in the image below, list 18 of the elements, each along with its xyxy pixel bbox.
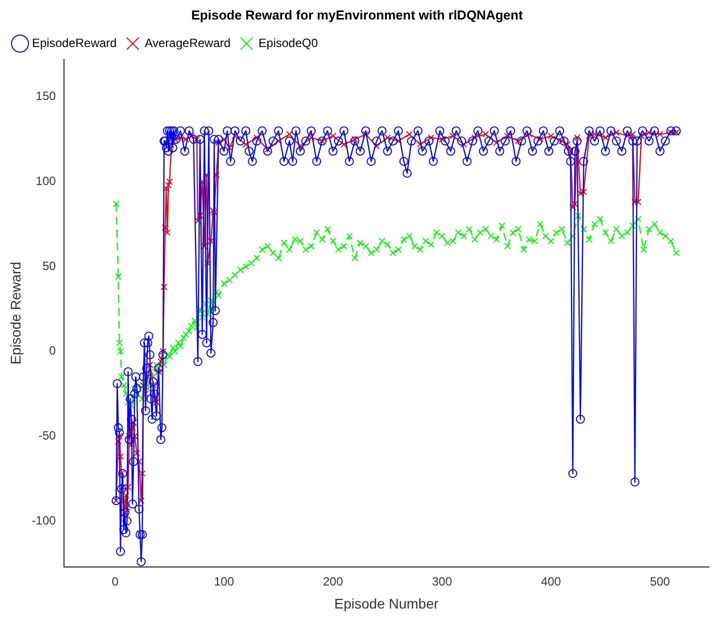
- y-tick-label: 100: [36, 174, 56, 188]
- legend-label: EpisodeQ0: [258, 36, 318, 50]
- legend-label: EpisodeReward: [32, 36, 117, 50]
- x-tick-label: 400: [540, 574, 562, 588]
- x-tick-label: 500: [650, 574, 670, 588]
- y-tick-label: -100: [32, 513, 56, 528]
- legend-label: AverageReward: [144, 36, 231, 50]
- y-tick-label: 50: [42, 258, 56, 273]
- x-tick-label: 100: [214, 574, 234, 588]
- x-tick-label: 0: [112, 574, 119, 588]
- x-tick-label: 200: [322, 574, 344, 588]
- y-axis-title: Episode Reward: [7, 262, 24, 365]
- y-tick-label: 0: [49, 344, 56, 358]
- x-axis-title: Episode Number: [334, 595, 439, 612]
- y-tick-label: -50: [38, 428, 56, 442]
- y-tick-label: 150: [36, 89, 56, 104]
- chart-title: Episode Reward for myEnvironment with rlDQNAgent: [191, 7, 524, 22]
- x-tick-label: 300: [432, 574, 452, 588]
